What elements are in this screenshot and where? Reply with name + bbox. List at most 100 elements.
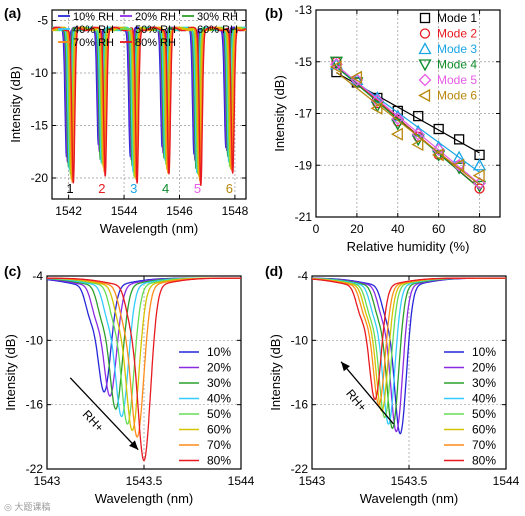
x-tick-label: 0	[313, 222, 320, 236]
x-tick-label: 80	[473, 222, 487, 236]
x-tick-label: 1548	[222, 204, 249, 218]
legend-label: 50% RH	[135, 24, 176, 36]
series-line	[52, 26, 246, 183]
x-tick-label: 1544	[493, 474, 520, 488]
series-line	[52, 26, 246, 186]
x-tick-label: 1546	[166, 204, 193, 218]
panel-b: 0 20 40 60 80 -13 -15 -17 -19 -21 Relative humidit…	[265, 3, 501, 254]
x-axis-label: Wavelength (nm)	[95, 491, 194, 506]
legend-label: 60%	[207, 423, 231, 437]
x-axis-label: Wavelength (nm)	[100, 221, 199, 236]
legend-label: 70%	[207, 438, 231, 452]
arrow-head	[129, 440, 139, 450]
y-tick-label: -10	[26, 333, 44, 347]
y-axis-label: Intensity (dB)	[3, 334, 18, 411]
legend-label: Mode 2	[437, 27, 477, 41]
data-point	[370, 101, 383, 115]
curves-a	[52, 26, 246, 186]
data-point	[329, 57, 344, 70]
legend-label: 50%	[207, 407, 231, 421]
y-tick-label: -4	[297, 269, 308, 283]
data-point	[431, 148, 444, 162]
data-point	[472, 158, 487, 171]
series-line	[52, 26, 246, 177]
y-tick-label: -16	[291, 398, 309, 412]
legend-label: 10%	[207, 345, 231, 359]
mode-number-label: 5	[194, 181, 201, 196]
data-point	[452, 158, 465, 172]
x-axis-label: Relative humidity (%)	[347, 239, 470, 254]
legend: 10% RH 20% RH 30% RH 40% RH 50% RH 60% RH 70% …	[58, 11, 238, 49]
data-point	[452, 158, 466, 172]
data-point	[350, 70, 363, 84]
x-tick-label: 1543	[34, 474, 61, 488]
legend: 10% 20%30% 40%50% 60%70% 80%	[179, 345, 231, 468]
series-line	[52, 26, 246, 180]
data-point	[418, 88, 431, 103]
x-tick-label: 40	[391, 222, 405, 236]
series-line	[312, 277, 506, 400]
x-tick-label: 1544	[228, 474, 255, 488]
legend-label: Mode 1	[437, 11, 477, 25]
y-tick-label: -22	[291, 462, 309, 476]
legend-label: 60% RH	[197, 24, 238, 36]
arrow-line	[340, 361, 394, 425]
y-tick-label: -10	[291, 333, 309, 347]
y-tick-label: -5	[37, 14, 48, 28]
x-tick-label: 1544	[111, 204, 138, 218]
legend-label: 70% RH	[73, 37, 114, 49]
mode-number-label: 4	[162, 181, 169, 196]
legend-label: 70%	[472, 438, 496, 452]
y-tick-label: -21	[295, 210, 313, 224]
x-tick-label: 1543.5	[391, 474, 428, 488]
mode-number-label: 1	[66, 181, 73, 196]
legend-label: 30%	[207, 376, 231, 390]
data-point	[472, 169, 485, 183]
legend-label: 80%	[207, 454, 231, 468]
series-line	[47, 277, 241, 462]
data-point	[453, 134, 465, 145]
panel-label: (c)	[4, 263, 21, 279]
y-tick-label: -17	[295, 107, 313, 121]
y-tick-label: -20	[31, 171, 49, 185]
mode-number-label: 6	[226, 181, 233, 196]
legend-label: 40%	[207, 392, 231, 406]
x-tick-label: 1542	[55, 204, 82, 218]
y-axis-label: Intensity (dB)	[268, 334, 283, 411]
legend-label: 10%	[472, 345, 496, 359]
curves-d	[312, 277, 506, 435]
y-axis-label: Intensity (dB)	[272, 75, 287, 152]
data-point	[411, 127, 425, 141]
panel-d: 1543 1543.5 1544 -4 -10 -16 -22 Wavelength (nm)…	[265, 263, 520, 506]
panel-label: (d)	[265, 263, 283, 279]
plot-frame	[51, 9, 247, 200]
mode-number-label: 3	[130, 181, 137, 196]
data-point	[418, 42, 432, 55]
legend-label: Mode 6	[437, 89, 477, 103]
legend-label: 20% RH	[135, 11, 176, 23]
y-tick-label: -15	[295, 55, 313, 69]
data-point	[391, 118, 405, 131]
y-tick-label: -10	[31, 66, 49, 80]
legend: 10% 20%30% 40%50% 60%70% 80%	[444, 345, 496, 468]
x-tick-label: 1543	[299, 474, 326, 488]
data-point	[329, 60, 342, 74]
legend-label: 30%	[472, 376, 496, 390]
data-point	[370, 94, 384, 107]
y-tick-label: -22	[26, 462, 44, 476]
x-tick-label: 1543.5	[126, 474, 163, 488]
legend-label: 20%	[207, 361, 231, 375]
legend-label: 80% RH	[135, 37, 176, 49]
y-tick-label: -4	[32, 269, 43, 283]
mode-number-label: 2	[98, 181, 105, 196]
y-tick-label: -19	[295, 158, 313, 172]
data-point	[390, 127, 403, 141]
data-point	[433, 123, 444, 135]
arrow-line	[69, 377, 139, 451]
legend-label: 20%	[472, 361, 496, 375]
data-point	[419, 28, 431, 39]
legend-label: Mode 5	[437, 73, 477, 87]
panel-label: (b)	[265, 5, 283, 21]
